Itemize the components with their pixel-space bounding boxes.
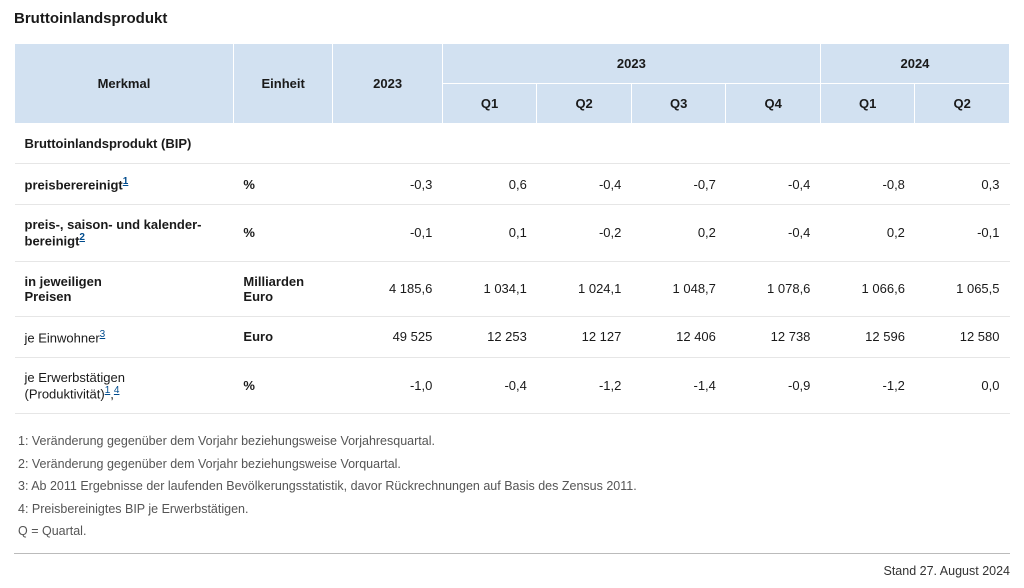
footnote: 3: Ab 2011 Ergebnisse der laufenden Bevö… [18,475,1006,498]
unit-text: Milliarden [243,274,304,289]
table-row: preisberereinigt1 % -0,3 0,6 -0,4 -0,7 -… [15,164,1010,205]
row-label: je Einwohner3 [15,316,234,357]
cell: -0,1 [915,205,1010,261]
row-unit: % [233,205,333,261]
col-q3-2023: Q3 [631,84,726,124]
col-q2-2024: Q2 [915,84,1010,124]
table-row: in jeweiligen Preisen Milliarden Euro 4 … [15,261,1010,316]
section-title: Bruttoinlandsprodukt (BIP) [15,124,1010,164]
cell: -0,1 [333,205,442,261]
footnote-ref[interactable]: 3 [100,329,106,340]
cell: -1,2 [820,357,915,413]
row-label: in jeweiligen Preisen [15,261,234,316]
footnote: Q = Quartal. [18,520,1006,543]
cell: 12 580 [915,316,1010,357]
cell: 12 738 [726,316,821,357]
section-row: Bruttoinlandsprodukt (BIP) [15,124,1010,164]
col-q4-2023: Q4 [726,84,821,124]
gdp-table: Merkmal Einheit 2023 2023 2024 Q1 Q2 Q3 … [14,43,1010,414]
label-text: (Produktivität) [25,386,105,401]
cell: 1 034,1 [442,261,537,316]
footnote-ref[interactable]: 1 [123,176,129,187]
cell: -0,4 [726,164,821,205]
col-group-2024: 2024 [820,44,1009,84]
label-text: in jeweiligen [25,274,102,289]
table-header: Merkmal Einheit 2023 2023 2024 Q1 Q2 Q3 … [15,44,1010,124]
cell: 4 185,6 [333,261,442,316]
cell: 12 596 [820,316,915,357]
cell: 0,2 [820,205,915,261]
label-text: preis-, saison- und kalender­bereinigt [25,217,202,248]
col-q1-2024: Q1 [820,84,915,124]
col-q2-2023: Q2 [537,84,632,124]
cell: 0,6 [442,164,537,205]
row-unit: Milliarden Euro [233,261,333,316]
footnote: 2: Veränderung gegenüber dem Vorjahr bez… [18,453,1006,476]
cell: -0,4 [442,357,537,413]
table-row: je Erwerbstätigen (Produktivität)1,4 % -… [15,357,1010,413]
table-row: preis-, saison- und kalender­bereinigt2 … [15,205,1010,261]
row-label: preisberereinigt1 [15,164,234,205]
cell: 0,0 [915,357,1010,413]
label-text: Preisen [25,289,72,304]
row-label: preis-, saison- und kalender­bereinigt2 [15,205,234,261]
cell: 1 024,1 [537,261,632,316]
label-text: je Erwerbstätigen [25,370,125,385]
footnote: 1: Veränderung gegenüber dem Vorjahr bez… [18,430,1006,453]
cell: 12 127 [537,316,632,357]
cell: 0,1 [442,205,537,261]
cell: 1 078,6 [726,261,821,316]
col-einheit: Einheit [233,44,333,124]
cell: 12 406 [631,316,726,357]
cell: 0,3 [915,164,1010,205]
label-text: je Einwohner [25,330,100,345]
unit-text: Euro [243,289,273,304]
cell: -1,4 [631,357,726,413]
cell: 0,2 [631,205,726,261]
cell: -0,2 [537,205,632,261]
footnote-ref[interactable]: 4 [114,385,120,396]
label-text: preisberereinigt [25,177,123,192]
stand-date: Stand 27. August 2024 [14,564,1010,578]
cell: 12 253 [442,316,537,357]
cell: -1,0 [333,357,442,413]
col-group-2023: 2023 [442,44,820,84]
cell: 1 066,6 [820,261,915,316]
cell: 49 525 [333,316,442,357]
cell: -0,9 [726,357,821,413]
table-row: je Einwohner3 Euro 49 525 12 253 12 127 … [15,316,1010,357]
row-unit: % [233,357,333,413]
cell: -0,4 [726,205,821,261]
cell: 1 048,7 [631,261,726,316]
cell: -0,7 [631,164,726,205]
col-merkmal: Merkmal [15,44,234,124]
cell: -0,8 [820,164,915,205]
cell: 1 065,5 [915,261,1010,316]
page-title: Bruttoinlandsprodukt [14,10,1010,27]
col-year: 2023 [333,44,442,124]
row-unit: % [233,164,333,205]
row-unit: Euro [233,316,333,357]
footnote-ref[interactable]: 2 [79,232,85,243]
footnotes: 1: Veränderung gegenüber dem Vorjahr bez… [14,424,1010,554]
cell: -0,4 [537,164,632,205]
cell: -0,3 [333,164,442,205]
footnote: 4: Preisbereinigtes BIP je Erwerbstätige… [18,498,1006,521]
cell: -1,2 [537,357,632,413]
col-q1-2023: Q1 [442,84,537,124]
row-label: je Erwerbstätigen (Produktivität)1,4 [15,357,234,413]
